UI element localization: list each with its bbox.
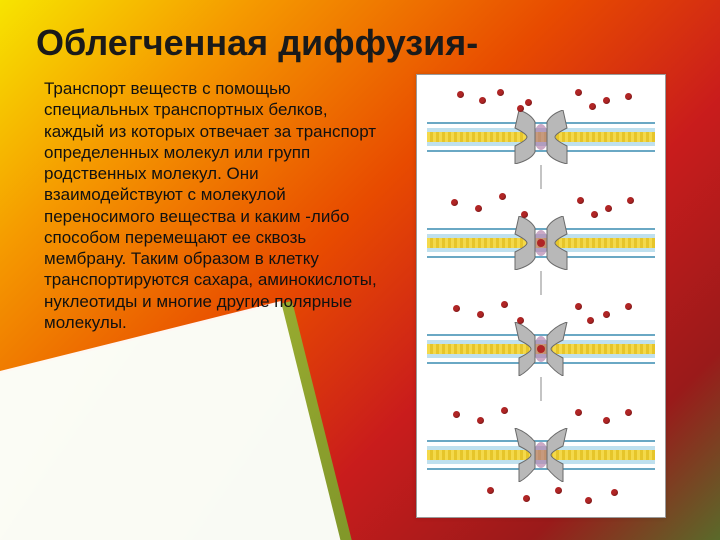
molecule-dot: [625, 93, 632, 100]
slide-body-text: Транспорт веществ с помощью специальных …: [44, 78, 384, 333]
diffusion-figure: [416, 74, 666, 518]
panel-connector: [541, 377, 542, 401]
molecule-dot: [603, 417, 610, 424]
molecule-dot: [587, 317, 594, 324]
molecule-dot: [603, 311, 610, 318]
molecule-dot: [521, 211, 528, 218]
molecule-dot: [603, 97, 610, 104]
molecule-dot: [523, 495, 530, 502]
molecule-dot: [575, 303, 582, 310]
molecule-dot: [451, 199, 458, 206]
molecule-dot: [591, 211, 598, 218]
molecule-dot: [517, 317, 524, 324]
molecule-dot: [555, 487, 562, 494]
molecule-dot: [575, 89, 582, 96]
molecule-dot: [575, 409, 582, 416]
molecule-dot: [453, 411, 460, 418]
panel-connector: [541, 165, 542, 189]
molecule-dot: [501, 407, 508, 414]
figure-panel: [427, 87, 655, 187]
figure-panel: [427, 193, 655, 293]
figure-panel: [427, 405, 655, 505]
molecule-dot: [453, 305, 460, 312]
molecule-dot: [627, 197, 634, 204]
molecule-dot: [499, 193, 506, 200]
figure-panel: [427, 299, 655, 399]
molecule-dot: [605, 205, 612, 212]
molecule-dot: [477, 417, 484, 424]
molecule-dot: [475, 205, 482, 212]
molecule-dot: [477, 311, 484, 318]
slide: Облегченная диффузия- Транспорт веществ …: [0, 0, 720, 540]
transport-protein-icon: [513, 322, 569, 376]
panel-connector: [541, 271, 542, 295]
slide-title: Облегченная диффузия-: [36, 22, 478, 64]
molecule-dot: [479, 97, 486, 104]
molecule-dot: [589, 103, 596, 110]
molecule-dot: [457, 91, 464, 98]
transport-protein-icon: [513, 110, 569, 164]
molecule-dot: [497, 89, 504, 96]
transport-protein-icon: [513, 216, 569, 270]
molecule-dot: [611, 489, 618, 496]
transport-protein-icon: [513, 428, 569, 482]
molecule-dot: [577, 197, 584, 204]
molecule-dot: [585, 497, 592, 504]
molecule-dot: [487, 487, 494, 494]
molecule-dot: [501, 301, 508, 308]
molecule-dot: [525, 99, 532, 106]
molecule-dot: [625, 303, 632, 310]
molecule-dot: [517, 105, 524, 112]
molecule-dot: [625, 409, 632, 416]
